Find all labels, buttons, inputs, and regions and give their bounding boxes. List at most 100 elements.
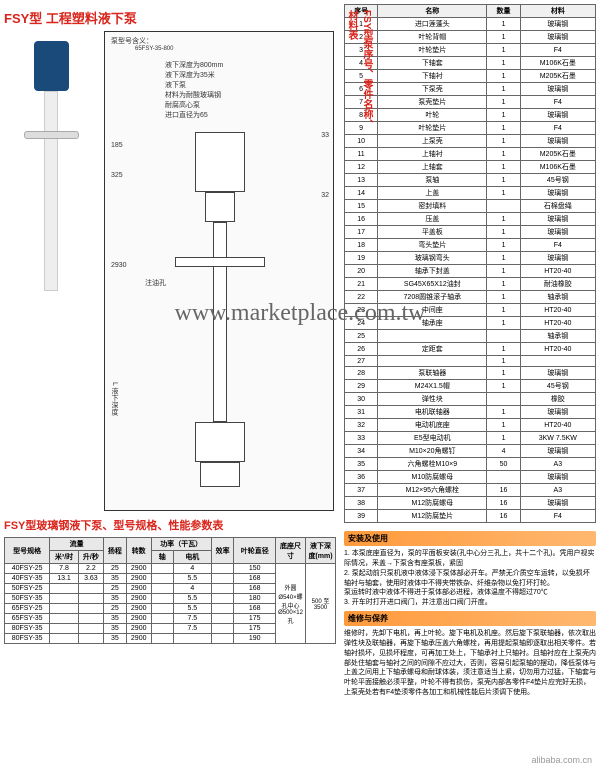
table-cell xyxy=(487,330,520,343)
table-cell: F4 xyxy=(520,44,595,57)
table-cell: HT20-40 xyxy=(520,317,595,330)
table-cell: 65FSY-35 xyxy=(5,614,50,624)
table-cell: 35 xyxy=(104,574,127,584)
table-cell: A3 xyxy=(520,458,595,471)
table-row: 29M24X1.5帽145号钢 xyxy=(345,380,596,393)
table-cell: 玻璃钢 xyxy=(520,367,595,380)
table-cell: 35 xyxy=(104,624,127,634)
table-cell: 泵轴 xyxy=(378,174,487,187)
dim-2: 325 xyxy=(111,172,123,179)
sh-rpm: 转数 xyxy=(126,538,151,564)
table-cell xyxy=(78,624,103,634)
table-cell: 轴承钢 xyxy=(520,330,595,343)
table-cell: 玻璃钢弯头 xyxy=(378,252,487,265)
table-cell: 24 xyxy=(345,317,378,330)
table-cell: 1 xyxy=(487,18,520,31)
table-row: 37M12×95六角螺栓16A3 xyxy=(345,484,596,497)
table-row: 13泵轴145号钢 xyxy=(345,174,596,187)
table-cell: HT20-40 xyxy=(520,265,595,278)
table-cell: 1 xyxy=(487,96,520,109)
table-cell: 石棉盘绳 xyxy=(520,200,595,213)
table-cell xyxy=(78,604,103,614)
table-cell: 35 xyxy=(104,594,127,604)
table-row: 8叶轮1玻璃钢 xyxy=(345,109,596,122)
table-cell: 16 xyxy=(487,497,520,510)
table-row: 32电动机底座1HT20-40 xyxy=(345,419,596,432)
label-zhuyou: 注油孔 xyxy=(145,278,166,288)
ph-2: 数量 xyxy=(487,5,520,18)
table-cell xyxy=(50,634,78,644)
table-cell: 玻璃钢 xyxy=(520,497,595,510)
table-row: 12上轴套1M106K石墨 xyxy=(345,161,596,174)
dim-1: 185 xyxy=(111,142,123,149)
table-cell: 2900 xyxy=(126,594,151,604)
table-cell: 1 xyxy=(487,135,520,148)
table-cell: 65FSY-25 xyxy=(5,604,50,614)
table-cell xyxy=(378,356,487,367)
table-cell: 3.63 xyxy=(78,574,103,584)
model-example: 65FSY-35-800 xyxy=(135,46,173,52)
table-cell: 叶轮 xyxy=(378,109,487,122)
table-cell: 轴承座 xyxy=(378,317,487,330)
table-cell: 2900 xyxy=(126,614,151,624)
table-cell: 1 xyxy=(487,213,520,226)
table-cell: 35 xyxy=(104,634,127,644)
table-cell xyxy=(151,614,173,624)
table-cell: 电机联轴器 xyxy=(378,406,487,419)
table-cell: 轴承下封盖 xyxy=(378,265,487,278)
table-cell: 1 xyxy=(487,83,520,96)
table-cell xyxy=(78,584,103,594)
table-cell: 1 xyxy=(487,356,520,367)
table-cell: 1 xyxy=(487,161,520,174)
table-cell xyxy=(50,594,78,604)
table-cell: M106K石墨 xyxy=(520,57,595,70)
table-cell: 1 xyxy=(487,265,520,278)
table-cell xyxy=(487,471,520,484)
table-cell: 2900 xyxy=(126,604,151,614)
pump-photo xyxy=(4,31,104,311)
table-cell: 37 xyxy=(345,484,378,497)
table-row: 20轴承下封盖1HT20-40 xyxy=(345,265,596,278)
table-cell xyxy=(151,624,173,634)
table-cell: 下轴衬 xyxy=(378,70,487,83)
pump-motor-shape xyxy=(34,41,69,91)
sh-flow1: 米³/时 xyxy=(50,551,78,564)
table-cell: F4 xyxy=(520,122,595,135)
table-cell: 5.5 xyxy=(173,604,211,614)
table-row: 5下轴衬1M205K石墨 xyxy=(345,70,596,83)
table-cell: 下轴套 xyxy=(378,57,487,70)
table-cell: 1 xyxy=(487,380,520,393)
sh-base: 底座尺寸 xyxy=(276,538,306,564)
table-cell: 中间座 xyxy=(378,304,487,317)
table-cell: 19 xyxy=(345,252,378,265)
table-cell: HT20-40 xyxy=(520,343,595,356)
table-cell: 5.5 xyxy=(173,594,211,604)
table-cell xyxy=(211,574,234,584)
spec-table: 型号规格 流量 扬程 转数 功率（干瓦） 效率 叶轮直径 底座尺寸 液下深度(m… xyxy=(4,537,336,644)
table-cell: 玻璃钢 xyxy=(520,213,595,226)
table-cell xyxy=(50,624,78,634)
parts-table: 序号 名称 数量 材料 1进口莲蓬头1玻璃钢2叶轮背帽1玻璃钢3叶轮垫片1F44… xyxy=(344,4,596,523)
table-cell: 4 xyxy=(173,564,211,574)
table-row: 25轴承钢 xyxy=(345,330,596,343)
table-row: 9叶轮垫片1F4 xyxy=(345,122,596,135)
table-cell: 压盖 xyxy=(378,213,487,226)
table-cell: 下泵壳 xyxy=(378,83,487,96)
table-cell xyxy=(211,604,234,614)
table-cell: 14 xyxy=(345,187,378,200)
table-cell: 叶轮背帽 xyxy=(378,31,487,44)
table-row: 34M10×20角螺钉4玻璃钢 xyxy=(345,445,596,458)
table-cell: 50FSY-25 xyxy=(5,584,50,594)
table-cell: 玻璃钢 xyxy=(520,135,595,148)
table-row: 28泵联轴器1玻璃钢 xyxy=(345,367,596,380)
table-cell xyxy=(151,594,173,604)
dim-3: 2930 xyxy=(111,262,127,269)
diag-motor xyxy=(195,132,245,192)
table-cell xyxy=(151,584,173,594)
table-cell xyxy=(211,624,234,634)
table-cell: 10 xyxy=(345,135,378,148)
sh-eff: 效率 xyxy=(211,538,234,564)
table-row: 33E5型电动机13KW 7.5KW xyxy=(345,432,596,445)
sh-flow2: 升/秒 xyxy=(78,551,103,564)
table-cell: 4 xyxy=(487,445,520,458)
